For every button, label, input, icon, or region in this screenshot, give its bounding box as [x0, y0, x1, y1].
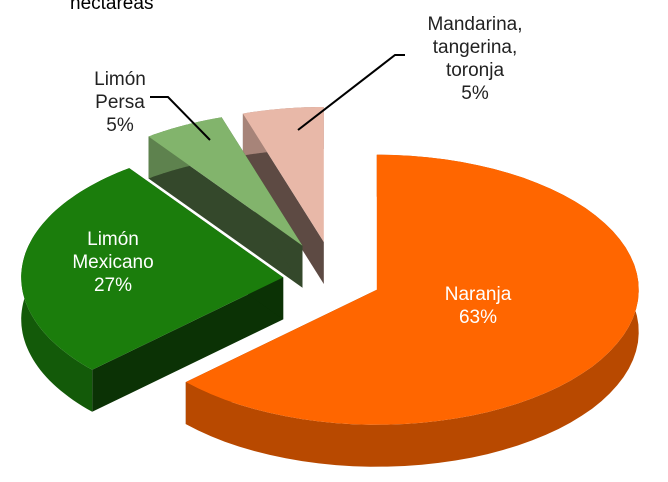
slice	[21, 168, 284, 370]
slice-wall	[148, 136, 303, 288]
leader-line	[150, 96, 211, 141]
label-line: Limón	[87, 229, 139, 250]
label-line: Persa	[95, 92, 145, 113]
slice	[148, 117, 303, 246]
slice-side	[185, 154, 639, 467]
label-line: Limón	[94, 69, 146, 90]
label-line: Mandarina,	[427, 14, 522, 35]
slice-value-label: 5%	[461, 83, 489, 104]
label-line: Mexicano	[72, 252, 153, 273]
slice-value-label: 63%	[459, 307, 497, 328]
slice-wall	[242, 113, 324, 284]
slice-label: Mandarina, tangerina, toronja	[427, 14, 522, 81]
label-line: toronja	[446, 60, 505, 81]
slice-value-label: 27%	[94, 275, 132, 296]
slice-value-label: 5%	[106, 115, 134, 136]
slice-label: Limón Mexicano	[72, 229, 153, 273]
slice	[185, 154, 639, 425]
slice-label: Naranja	[445, 284, 512, 305]
slice	[242, 107, 324, 242]
slice-label: Limón Persa	[94, 69, 146, 113]
label-line: Naranja	[445, 284, 512, 305]
label-line: tangerina,	[433, 37, 518, 58]
chart-title: hectareas	[70, 0, 153, 14]
slice-wall	[92, 277, 284, 412]
leader-line	[297, 54, 405, 131]
